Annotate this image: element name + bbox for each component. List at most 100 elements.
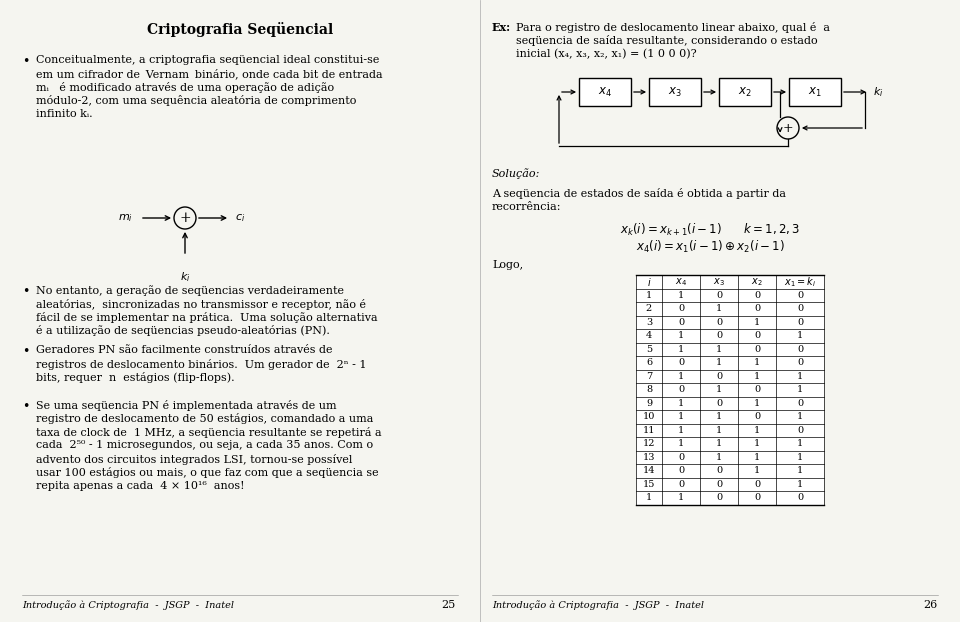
Text: 1: 1: [716, 304, 722, 313]
Text: 6: 6: [646, 358, 652, 367]
Text: $k_i$: $k_i$: [873, 85, 883, 99]
Text: Introdução à Criptografia  -  JSGP  -  Inatel: Introdução à Criptografia - JSGP - Inate…: [492, 600, 704, 610]
Text: 4: 4: [646, 332, 652, 340]
Text: 1: 1: [754, 318, 760, 327]
Text: repita apenas a cada  4 × 10¹⁶  anos!: repita apenas a cada 4 × 10¹⁶ anos!: [36, 481, 245, 491]
Text: Se uma seqüencia PN é implementada através de um: Se uma seqüencia PN é implementada atrav…: [36, 400, 337, 411]
Text: 1: 1: [754, 399, 760, 408]
Text: 0: 0: [754, 290, 760, 300]
Text: 0: 0: [716, 332, 722, 340]
Text: 1: 1: [678, 332, 684, 340]
Text: 0: 0: [797, 425, 804, 435]
Text: 1: 1: [797, 453, 804, 462]
Text: $m_i$: $m_i$: [118, 212, 133, 224]
Text: é a utilização de seqüencias pseudo-aleatórias (PN).: é a utilização de seqüencias pseudo-alea…: [36, 325, 330, 337]
Text: 1: 1: [716, 439, 722, 448]
Bar: [649, 78, 701, 106]
Text: $x_2$: $x_2$: [738, 85, 752, 98]
Text: 1: 1: [678, 439, 684, 448]
Text: Conceitualmente, a criptografia seqüencial ideal constitui-se: Conceitualmente, a criptografia seqüenci…: [36, 55, 379, 65]
Text: 1: 1: [678, 290, 684, 300]
Text: $x_4$: $x_4$: [675, 276, 687, 287]
Text: 1: 1: [754, 425, 760, 435]
Text: 11: 11: [643, 425, 656, 435]
Text: 1: 1: [716, 453, 722, 462]
Text: 1: 1: [678, 399, 684, 408]
Text: registro de deslocamento de 50 estágios, comandado a uma: registro de deslocamento de 50 estágios,…: [36, 414, 373, 424]
Text: $x_k(i) = x_{k+1}(i-1)$      $k = 1,2,3$: $x_k(i) = x_{k+1}(i-1)$ $k = 1,2,3$: [620, 222, 800, 238]
Text: 1: 1: [678, 372, 684, 381]
Text: advento dos circuitos integrados LSI, tornou-se possível: advento dos circuitos integrados LSI, to…: [36, 454, 352, 465]
Text: 0: 0: [754, 480, 760, 489]
Text: mᵢ   é modificado através de uma operação de adição: mᵢ é modificado através de uma operação …: [36, 82, 334, 93]
Text: 5: 5: [646, 345, 652, 354]
Text: 0: 0: [754, 493, 760, 502]
Text: Ex:: Ex:: [492, 22, 511, 33]
Text: $x_3$: $x_3$: [668, 85, 682, 98]
Text: 1: 1: [754, 453, 760, 462]
Text: 0: 0: [678, 304, 684, 313]
Text: $x_1$: $x_1$: [808, 85, 822, 98]
Text: Para o registro de deslocamento linear abaixo, qual é  a: Para o registro de deslocamento linear a…: [516, 22, 830, 33]
Text: 0: 0: [797, 493, 804, 502]
Text: 0: 0: [754, 345, 760, 354]
Text: 0: 0: [754, 304, 760, 313]
Text: 0: 0: [797, 304, 804, 313]
Text: seqüencia de saída resultante, considerando o estado: seqüencia de saída resultante, considera…: [516, 35, 818, 47]
Text: 8: 8: [646, 385, 652, 394]
Text: 10: 10: [643, 412, 655, 421]
Text: •: •: [22, 345, 30, 358]
Text: $x_4$: $x_4$: [598, 85, 612, 98]
Text: 1: 1: [716, 385, 722, 394]
Text: 1: 1: [797, 372, 804, 381]
Text: 0: 0: [678, 480, 684, 489]
Text: 1: 1: [797, 439, 804, 448]
Text: $k_i$: $k_i$: [180, 270, 190, 284]
Text: Geradores PN são facilmente construídos através de: Geradores PN são facilmente construídos …: [36, 345, 332, 355]
Text: 0: 0: [716, 466, 722, 475]
Text: 1: 1: [646, 493, 652, 502]
Text: módulo-2, com uma sequência aleatória de comprimento: módulo-2, com uma sequência aleatória de…: [36, 96, 356, 106]
Text: bits, requer  n  estágios (flip-flops).: bits, requer n estágios (flip-flops).: [36, 372, 234, 383]
Text: 1: 1: [716, 425, 722, 435]
Text: 0: 0: [716, 480, 722, 489]
Bar: [789, 78, 841, 106]
Text: 0: 0: [797, 399, 804, 408]
Text: 26: 26: [924, 600, 938, 610]
Text: 0: 0: [678, 466, 684, 475]
Text: 0: 0: [797, 290, 804, 300]
Text: 1: 1: [716, 345, 722, 354]
Text: 1: 1: [678, 425, 684, 435]
Text: +: +: [180, 211, 191, 225]
Text: 7: 7: [646, 372, 652, 381]
Bar: [579, 78, 631, 106]
Text: 0: 0: [754, 412, 760, 421]
Text: No entanto, a geração de seqüencias verdadeiramente: No entanto, a geração de seqüencias verd…: [36, 285, 344, 296]
Text: $c_i$: $c_i$: [235, 212, 245, 224]
Text: 1: 1: [678, 493, 684, 502]
Text: inicial (x₄, x₃, x₂, x₁) = (1 0 0 0)?: inicial (x₄, x₃, x₂, x₁) = (1 0 0 0)?: [516, 49, 697, 59]
Text: usar 100 estágios ou mais, o que faz com que a seqüencia se: usar 100 estágios ou mais, o que faz com…: [36, 468, 378, 478]
Text: 25: 25: [441, 600, 455, 610]
Text: 1: 1: [754, 466, 760, 475]
Text: 14: 14: [643, 466, 656, 475]
Text: 0: 0: [678, 318, 684, 327]
Text: 0: 0: [716, 290, 722, 300]
Text: 0: 0: [797, 345, 804, 354]
Text: A seqüencia de estados de saída é obtida a partir da: A seqüencia de estados de saída é obtida…: [492, 188, 786, 199]
Text: 0: 0: [678, 453, 684, 462]
Text: $x_2$: $x_2$: [752, 276, 763, 287]
Text: 0: 0: [716, 493, 722, 502]
Text: 0: 0: [716, 372, 722, 381]
Text: Introdução à Criptografia  -  JSGP  -  Inatel: Introdução à Criptografia - JSGP - Inate…: [22, 600, 234, 610]
Text: 0: 0: [754, 385, 760, 394]
Text: Solução:: Solução:: [492, 168, 540, 179]
Text: 13: 13: [643, 453, 656, 462]
Text: aleatórias,  sincronizadas no transmissor e receptor, não é: aleatórias, sincronizadas no transmissor…: [36, 299, 366, 310]
Text: 1: 1: [797, 332, 804, 340]
Text: •: •: [22, 285, 30, 298]
Text: fácil de se implementar na prática.  Uma solução alternativa: fácil de se implementar na prática. Uma …: [36, 312, 377, 323]
Text: $x_1 = k_i$: $x_1 = k_i$: [784, 275, 816, 289]
Text: 1: 1: [797, 412, 804, 421]
Text: 1: 1: [716, 412, 722, 421]
